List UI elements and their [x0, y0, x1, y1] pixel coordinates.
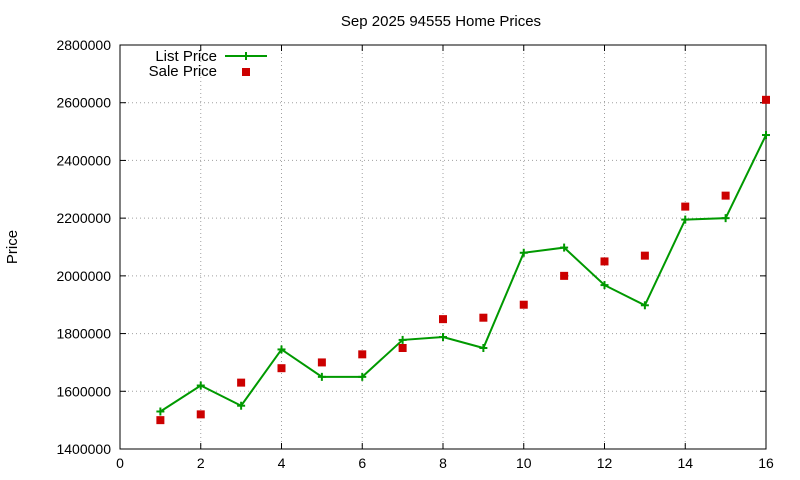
list-price-line — [159, 134, 767, 413]
chart-title: Sep 2025 94555 Home Prices — [341, 13, 541, 30]
y-tick-label: 2400000 — [56, 152, 111, 168]
y-tick-label: 1400000 — [56, 441, 111, 457]
sale-price-point — [196, 410, 205, 419]
x-tick-label: 8 — [439, 455, 447, 471]
sale-price-point — [519, 300, 528, 309]
x-tick-label: 0 — [116, 455, 124, 471]
list-price-point — [519, 248, 528, 257]
list-price-point — [398, 335, 407, 344]
y-axis-label: Price — [4, 230, 21, 264]
sale-price-point — [479, 313, 488, 322]
plot-frame — [119, 44, 767, 450]
sale-price-point — [317, 358, 326, 367]
y-tick-label: 2600000 — [56, 95, 111, 111]
x-tick-label: 12 — [597, 455, 613, 471]
x-tick-label: 6 — [358, 455, 366, 471]
x-tick-label: 4 — [278, 455, 286, 471]
list-price-point — [721, 214, 730, 223]
sale-price-point — [721, 191, 730, 200]
legend-label-sale-price: Sale Price — [149, 63, 217, 80]
y-tick-label: 2200000 — [56, 210, 111, 226]
list-price-point — [196, 381, 205, 390]
sale-price-point — [560, 271, 569, 280]
sale-price-point — [600, 257, 609, 266]
sale-price-point — [762, 95, 770, 104]
axes: 0 2 4 6 8 10 12 14 16 1400000 1600000 1800000 200000… — [56, 37, 774, 471]
list-price-point — [762, 131, 770, 140]
legend-marker-sale-price — [242, 68, 250, 76]
plot-area — [156, 95, 770, 425]
sale-price-point — [640, 251, 649, 260]
x-tick-label: 10 — [516, 455, 532, 471]
list-price-point — [317, 372, 326, 381]
sale-price-point — [681, 202, 690, 211]
list-price-point — [439, 333, 447, 342]
y-tick-label: 1600000 — [56, 383, 111, 399]
list-price-point — [237, 401, 246, 410]
list-price-point — [560, 243, 569, 252]
sale-price-point — [358, 350, 367, 359]
legend-label-list-price: List Price — [155, 48, 217, 65]
sale-price-point — [156, 416, 165, 425]
y-tick-label: 2000000 — [56, 268, 111, 284]
list-price-point — [681, 215, 690, 224]
x-tick-label: 14 — [677, 455, 693, 471]
list-price-point — [600, 281, 609, 290]
sale-price-point — [277, 364, 286, 373]
y-tick-label: 2800000 — [56, 37, 111, 53]
sale-price-point — [439, 315, 447, 324]
list-price-point — [277, 345, 286, 354]
list-price-point — [479, 344, 488, 352]
sale-price-point — [398, 344, 407, 352]
x-tick-label: 2 — [197, 455, 205, 471]
sale-price-point — [237, 378, 246, 387]
list-price-point — [358, 372, 367, 381]
y-tick-label: 1800000 — [56, 326, 111, 342]
grid-lines — [120, 45, 766, 449]
list-price-point — [156, 407, 165, 416]
list-price-point — [640, 301, 649, 310]
x-tick-label: 16 — [758, 455, 774, 471]
